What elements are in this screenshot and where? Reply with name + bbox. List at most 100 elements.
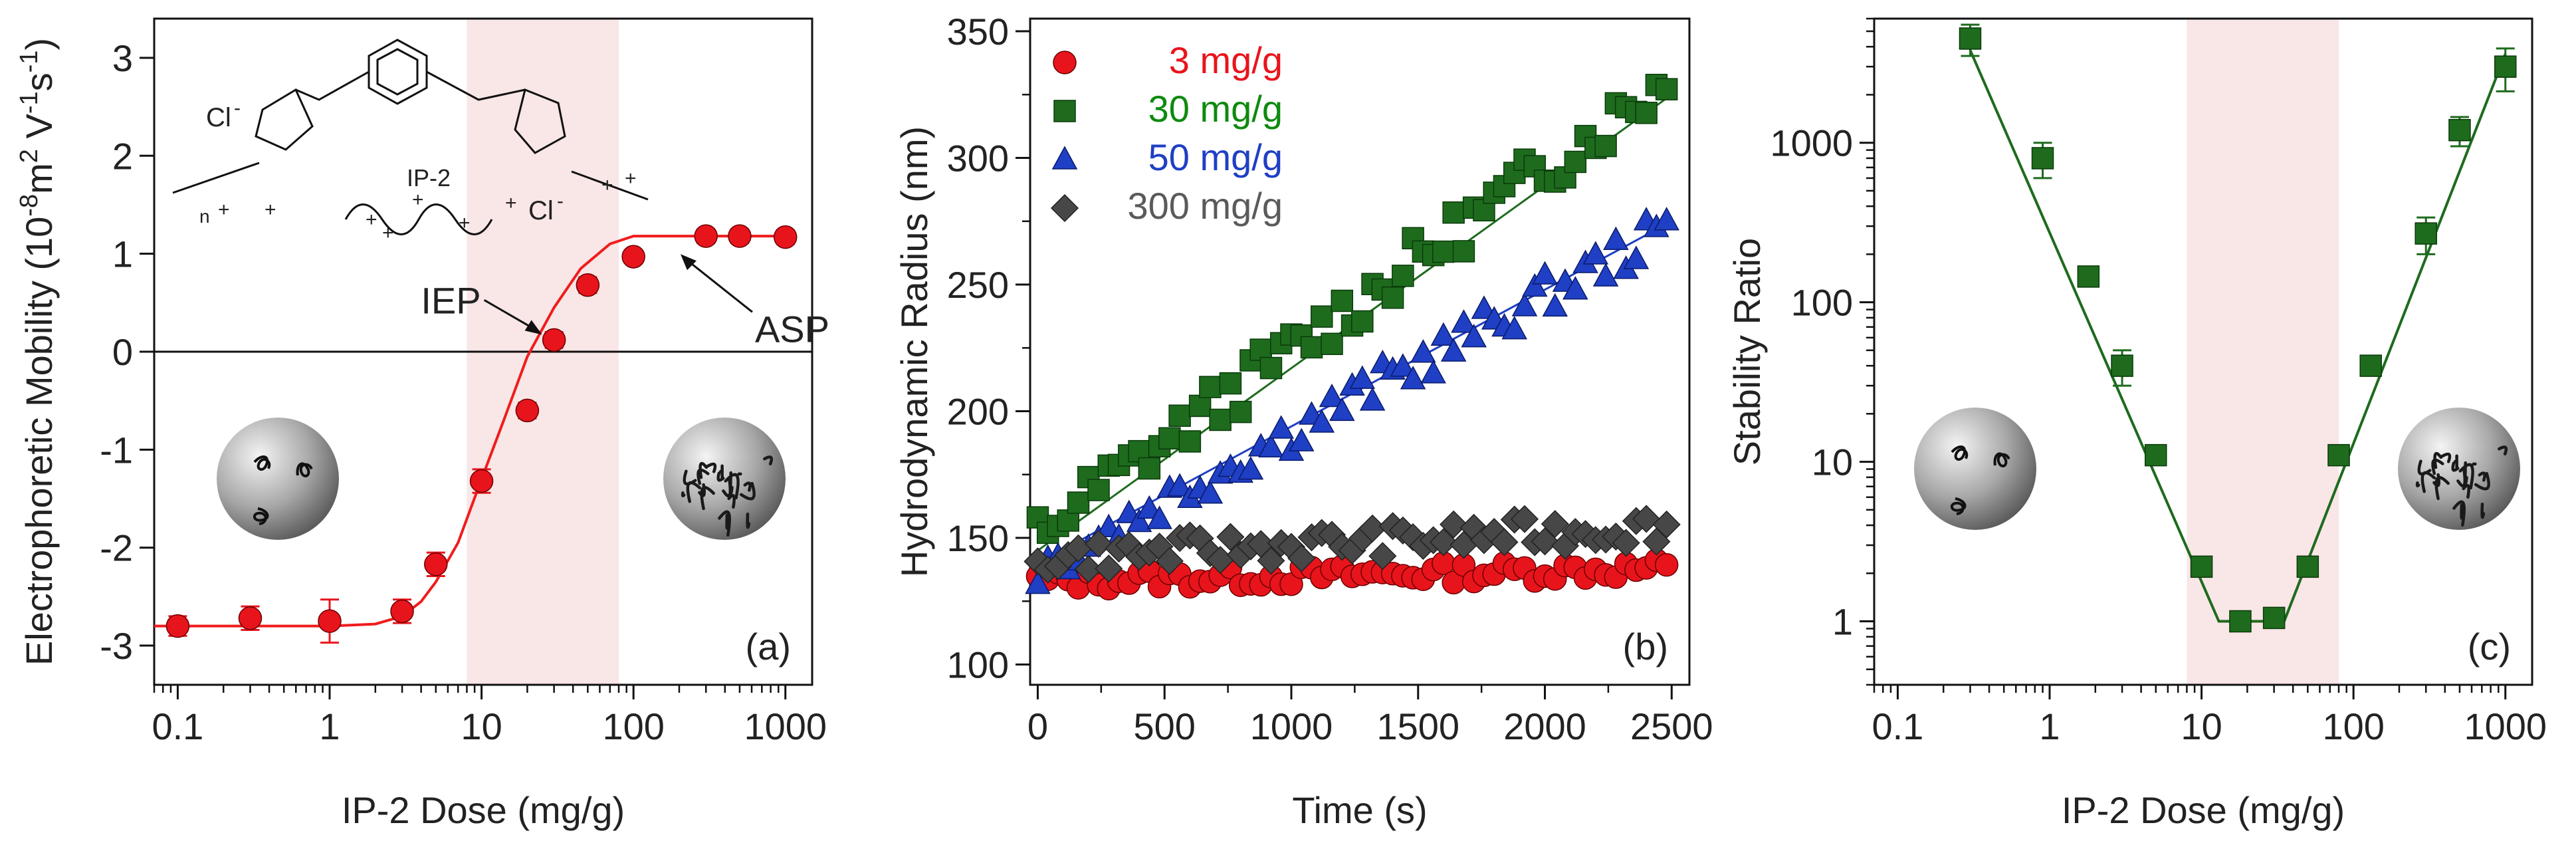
- data-point: [1087, 479, 1110, 501]
- y-tick-label: 1: [1832, 601, 1853, 643]
- data-point: [1219, 372, 1242, 395]
- polymer-coil: [1950, 497, 1967, 515]
- data-point: [1652, 510, 1681, 539]
- data-point: [1392, 265, 1414, 287]
- x-tick-label: 2000: [1503, 705, 1586, 747]
- data-point: [1359, 387, 1386, 411]
- x-tick-label: 1000: [2464, 705, 2547, 747]
- charge-plus: +: [601, 174, 613, 196]
- y-label-part: Electrophoretic Mobility (10: [18, 217, 60, 666]
- data-point: [1542, 293, 1568, 317]
- data-point: [1188, 394, 1212, 418]
- polymer-chain: [344, 203, 493, 235]
- y-tick-label: 100: [947, 644, 1009, 686]
- x-tick-label: 100: [602, 705, 664, 747]
- data-point: [515, 398, 540, 423]
- charge-plus: +: [366, 209, 377, 231]
- data-point: [1053, 51, 1077, 74]
- polymer-coil: [1951, 445, 1969, 461]
- polymer-coil: [253, 455, 271, 471]
- data-point: [1461, 324, 1487, 348]
- data-point: [1564, 150, 1587, 174]
- polymer-coil: [2415, 445, 2508, 527]
- sphere-body: [217, 418, 339, 540]
- data-point: [2229, 610, 2252, 633]
- data-point: [469, 469, 494, 493]
- y-tick-label: 1: [112, 233, 133, 275]
- data-point: [1288, 427, 1315, 451]
- data-point: [1259, 356, 1283, 380]
- legend-label: 30 mg/g: [1148, 88, 1283, 130]
- charge-plus: +: [505, 192, 517, 214]
- chloride-charge: -: [557, 190, 564, 212]
- data-point: [1319, 383, 1345, 408]
- y-tick-label: 100: [1791, 282, 1853, 324]
- data-point: [1166, 473, 1193, 497]
- y-label-part: -1: [15, 51, 43, 73]
- linker-left: [295, 70, 370, 101]
- x-axis-label: IP-2 Dose (mg/g): [2062, 789, 2345, 831]
- data-point: [1321, 332, 1343, 355]
- data-point: [1197, 480, 1224, 504]
- y-tick-label: 10: [1812, 441, 1853, 483]
- data-point: [1025, 570, 1051, 594]
- data-point: [238, 606, 263, 630]
- data-point: [1136, 495, 1162, 519]
- y-tick-label: 1000: [1770, 122, 1853, 164]
- x-axis-label: Time (s): [1292, 789, 1427, 831]
- data-point: [1084, 529, 1113, 558]
- data-point: [1452, 240, 1475, 263]
- data-point: [390, 599, 414, 624]
- data-point: [1268, 415, 1294, 439]
- ip2-structure: [172, 39, 649, 235]
- particle-coated: [2398, 408, 2520, 530]
- data-point: [1158, 427, 1181, 450]
- data-point: [1510, 505, 1539, 533]
- data-point: [542, 328, 566, 352]
- data-point: [2145, 443, 2167, 467]
- chloride-label: Cl: [206, 103, 231, 132]
- x-axis-label: IP-2 Dose (mg/g): [342, 789, 625, 831]
- data-point: [1562, 276, 1588, 300]
- polymer-coil: [253, 507, 269, 525]
- data-point: [1612, 529, 1640, 557]
- y-axis-label: Stability Ratio: [1726, 238, 1768, 465]
- data-point: [2077, 265, 2100, 288]
- y-label-part: V: [18, 114, 60, 150]
- data-point: [1603, 226, 1629, 250]
- shaded-region: [2187, 19, 2339, 685]
- data-point: [1582, 241, 1609, 265]
- data-point: [1349, 365, 1376, 389]
- data-point: [1471, 295, 1497, 319]
- panel-label: (c): [2468, 626, 2511, 668]
- data-point: [1511, 293, 1538, 316]
- y-tick-label: 300: [947, 138, 1009, 180]
- y-axis-label: Electrophoretic Mobility (10-8m2 V-1s-1): [15, 38, 60, 666]
- data-point: [1209, 408, 1232, 431]
- charge-plus: +: [382, 222, 394, 244]
- charge-plus: +: [265, 199, 276, 221]
- data-point: [1654, 207, 1679, 231]
- panel-b: 0 500 1000 1500 2000 2500 100 150 200 250 300 350 Ti…: [893, 11, 1713, 831]
- polymer-coil: [681, 455, 774, 537]
- data-point: [2494, 55, 2517, 78]
- linker-right: [426, 70, 526, 101]
- benzene-ring: [368, 39, 428, 105]
- data-point: [1521, 273, 1548, 297]
- data-point: [1351, 310, 1374, 333]
- data-point: [1311, 305, 1333, 328]
- data-point: [1490, 528, 1519, 556]
- annotation-asp: ASP: [755, 308, 829, 350]
- data-point: [1216, 523, 1245, 551]
- charge-plus: +: [459, 212, 471, 234]
- sphere-body: [1914, 408, 2036, 530]
- data-point: [1429, 528, 1457, 556]
- data-point: [1300, 336, 1323, 359]
- data-point: [1541, 510, 1569, 539]
- x-tick-label: 1000: [1250, 705, 1333, 747]
- y-tick-label: 200: [947, 391, 1009, 433]
- polymer-coil: [1993, 452, 2010, 467]
- x-tick-label: 2500: [1630, 705, 1713, 747]
- chloride-label: Cl: [528, 196, 554, 225]
